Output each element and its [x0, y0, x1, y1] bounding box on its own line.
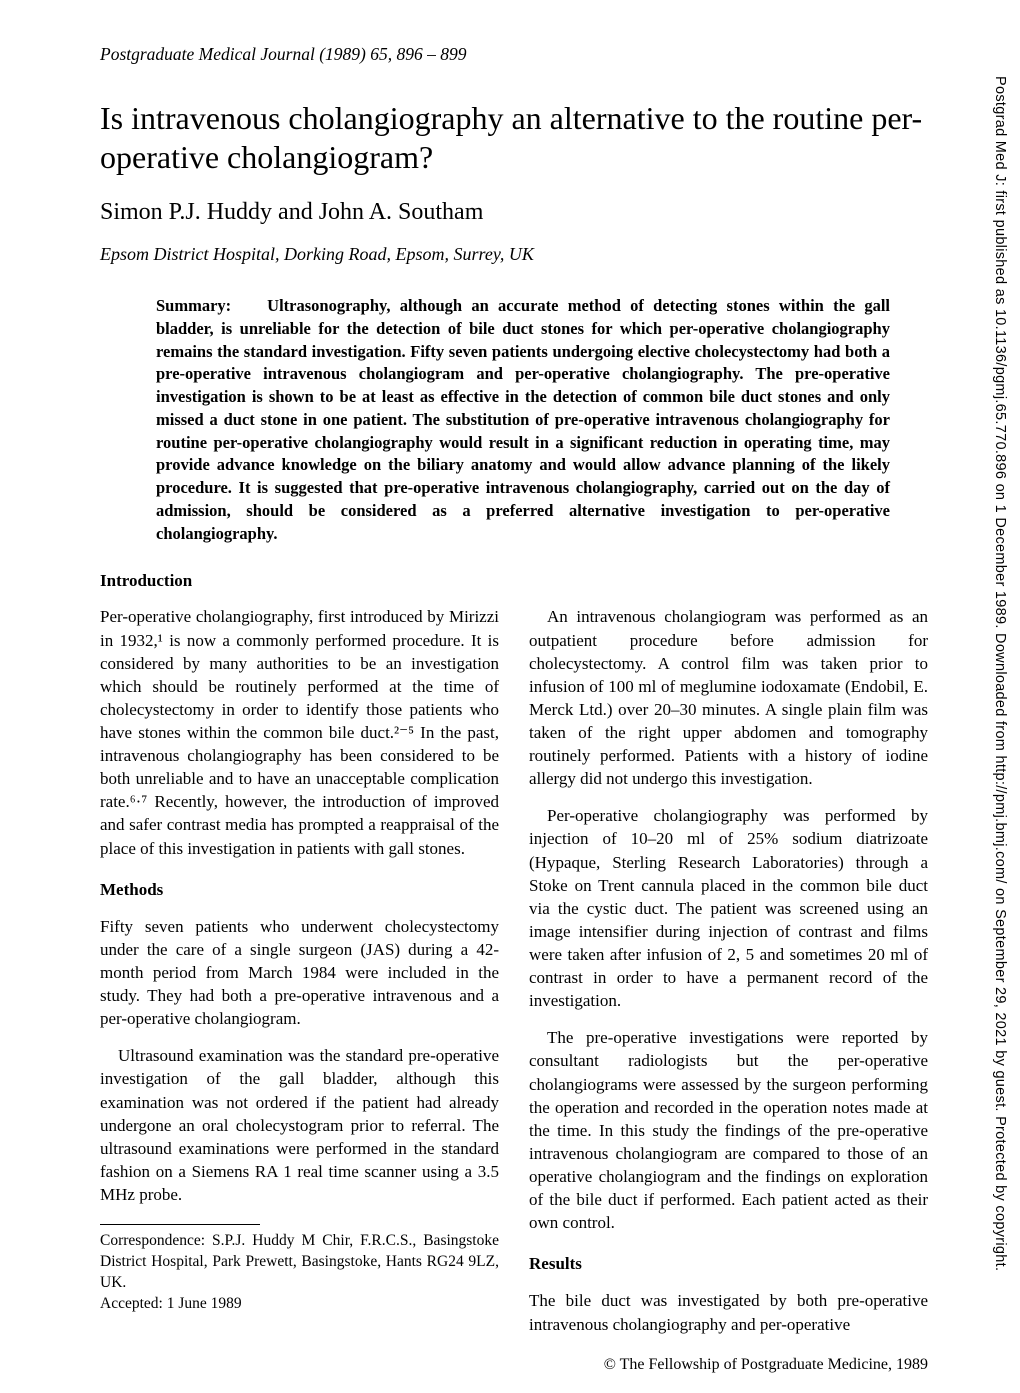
- methods-paragraph-2: Ultrasound examination was the standard …: [100, 1044, 499, 1206]
- summary-text: Ultrasonography, although an accurate me…: [156, 296, 890, 543]
- accepted-text: Accepted: 1 June 1989: [100, 1294, 499, 1315]
- introduction-heading: Introduction: [100, 571, 928, 591]
- summary-block: Summary:Ultrasonography, although an acc…: [100, 295, 928, 545]
- right-paragraph-3: The pre-operative investigations were re…: [529, 1026, 928, 1234]
- correspondence-text: Correspondence: S.P.J. Huddy M Chir, F.R…: [100, 1231, 499, 1294]
- results-paragraph-1: The bile duct was investigated by both p…: [529, 1289, 928, 1335]
- copyright-line: © The Fellowship of Postgraduate Medicin…: [529, 1354, 928, 1376]
- authors: Simon P.J. Huddy and John A. Southam: [100, 199, 928, 226]
- right-paragraph-2: Per-operative cholangiography was perfor…: [529, 804, 928, 1012]
- correspondence-rule: [100, 1224, 260, 1225]
- page: Postgraduate Medical Journal (1989) 65, …: [0, 0, 1020, 1393]
- two-column-body: Per-operative cholangiography, first int…: [100, 605, 928, 1375]
- summary-label: Summary:: [156, 295, 231, 318]
- right-paragraph-1: An intravenous cholangiogram was perform…: [529, 605, 928, 790]
- correspondence-block: Correspondence: S.P.J. Huddy M Chir, F.R…: [100, 1231, 499, 1315]
- running-head: Postgraduate Medical Journal (1989) 65, …: [100, 44, 928, 65]
- intro-paragraph: Per-operative cholangiography, first int…: [100, 605, 499, 859]
- right-column: An intravenous cholangiogram was perform…: [529, 605, 928, 1375]
- left-column: Per-operative cholangiography, first int…: [100, 605, 499, 1375]
- methods-paragraph-1: Fifty seven patients who underwent chole…: [100, 915, 499, 1031]
- affiliation: Epsom District Hospital, Dorking Road, E…: [100, 244, 928, 265]
- watermark-side-text: Postgrad Med J: first published as 10.11…: [992, 76, 1008, 1271]
- methods-heading: Methods: [100, 878, 499, 901]
- results-heading: Results: [529, 1252, 928, 1275]
- article-title: Is intravenous cholangiography an altern…: [100, 99, 928, 177]
